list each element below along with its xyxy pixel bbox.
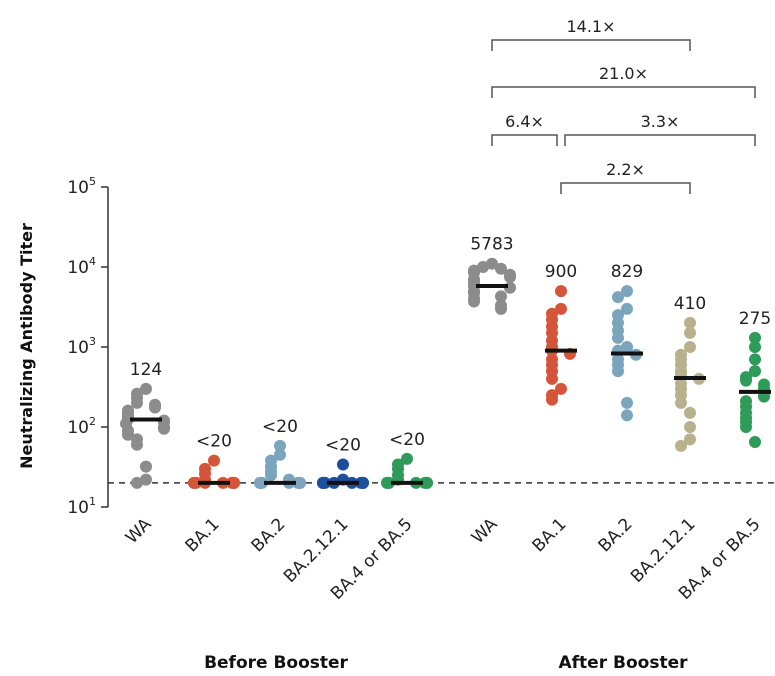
y-axis: 101 102 103 104 105 <box>67 175 109 518</box>
median-label: 275 <box>739 309 771 329</box>
data-point <box>749 365 761 378</box>
data-point <box>131 476 143 489</box>
y-axis-title: Neutralizing Antibody Titer <box>17 223 36 469</box>
data-point <box>401 452 413 465</box>
category-label: BA.2 <box>248 514 290 556</box>
y-tick-label: 101 <box>67 495 96 518</box>
comparison-label: 14.1× <box>566 17 615 36</box>
category-label: WA <box>468 514 502 548</box>
comparison-bracket <box>491 134 558 146</box>
data-point <box>555 285 567 298</box>
data-point <box>612 331 624 344</box>
comparison-label: 3.3× <box>641 112 680 131</box>
median-label: <20 <box>389 430 425 450</box>
data-point <box>317 476 329 489</box>
data-point <box>381 476 393 489</box>
data-point <box>208 454 220 467</box>
data-point <box>684 433 696 446</box>
data-point <box>158 422 170 435</box>
median-label: 5783 <box>470 235 513 255</box>
data-point <box>495 302 507 315</box>
data-point <box>486 257 498 270</box>
data-point <box>621 302 633 315</box>
comparison-brackets: 14.1× 21.0× 6.4× 3.3× 2.2× <box>491 17 756 194</box>
category-label: BA.1 <box>529 514 571 556</box>
data-point <box>131 438 143 451</box>
comparison-bracket <box>491 39 691 51</box>
comparison-bracket <box>564 134 756 146</box>
data-point <box>546 393 558 406</box>
data-point <box>495 262 507 275</box>
median-bars <box>130 284 771 485</box>
data-point <box>749 353 761 366</box>
data-point <box>140 460 152 473</box>
data-point <box>495 290 507 303</box>
data-point <box>684 341 696 353</box>
median-label: 410 <box>674 294 706 314</box>
data-point <box>357 476 369 489</box>
median-label: <20 <box>325 435 361 455</box>
data-point <box>274 448 286 461</box>
data-point <box>675 396 687 409</box>
data-point <box>265 469 277 482</box>
comparison-bracket <box>491 86 756 98</box>
data-point <box>749 341 761 353</box>
data-point <box>274 439 286 452</box>
data-point <box>477 261 489 273</box>
data-point <box>468 295 480 308</box>
data-point <box>675 439 687 452</box>
median-label: 829 <box>611 262 643 282</box>
category-label: WA <box>122 514 156 548</box>
data-point <box>740 374 752 387</box>
data-point <box>684 326 696 339</box>
data-point <box>421 476 433 489</box>
data-point <box>749 331 761 344</box>
data-point <box>749 435 761 448</box>
category-label: BA.1 <box>182 514 224 556</box>
data-point <box>188 476 200 489</box>
comparison-bracket <box>560 182 691 194</box>
data-points <box>120 257 770 489</box>
y-tick-label: 103 <box>67 335 96 358</box>
data-point <box>684 421 696 433</box>
group-title: After Booster <box>559 653 689 673</box>
y-tick-label: 105 <box>67 175 96 198</box>
data-point <box>254 476 266 489</box>
comparison-label: 21.0× <box>599 64 648 83</box>
data-point <box>555 382 567 395</box>
median-label: 124 <box>130 360 162 380</box>
data-point <box>621 341 633 353</box>
data-point <box>621 409 633 422</box>
data-point <box>740 421 752 433</box>
data-point <box>555 302 567 315</box>
data-point <box>621 285 633 298</box>
data-point <box>684 316 696 329</box>
comparison-label: 2.2× <box>606 160 645 179</box>
data-point <box>612 365 624 378</box>
data-point <box>337 458 349 471</box>
data-point <box>149 401 161 414</box>
data-point <box>228 476 240 489</box>
y-tick-label: 104 <box>67 255 96 278</box>
data-point <box>140 382 152 395</box>
data-point <box>294 476 306 489</box>
group-title: Before Booster <box>204 653 348 673</box>
data-point <box>140 473 152 486</box>
data-point <box>504 270 516 283</box>
median-label: <20 <box>262 417 298 437</box>
data-point <box>546 372 558 385</box>
data-point <box>122 428 134 441</box>
data-point <box>612 291 624 304</box>
data-point <box>131 396 143 409</box>
data-point <box>684 406 696 419</box>
comparison-label: 6.4× <box>505 112 544 131</box>
y-tick-label: 102 <box>67 415 96 438</box>
median-label: <20 <box>196 432 232 452</box>
category-label: BA.2 <box>595 514 637 556</box>
median-label: 900 <box>545 262 577 282</box>
data-point <box>621 396 633 409</box>
